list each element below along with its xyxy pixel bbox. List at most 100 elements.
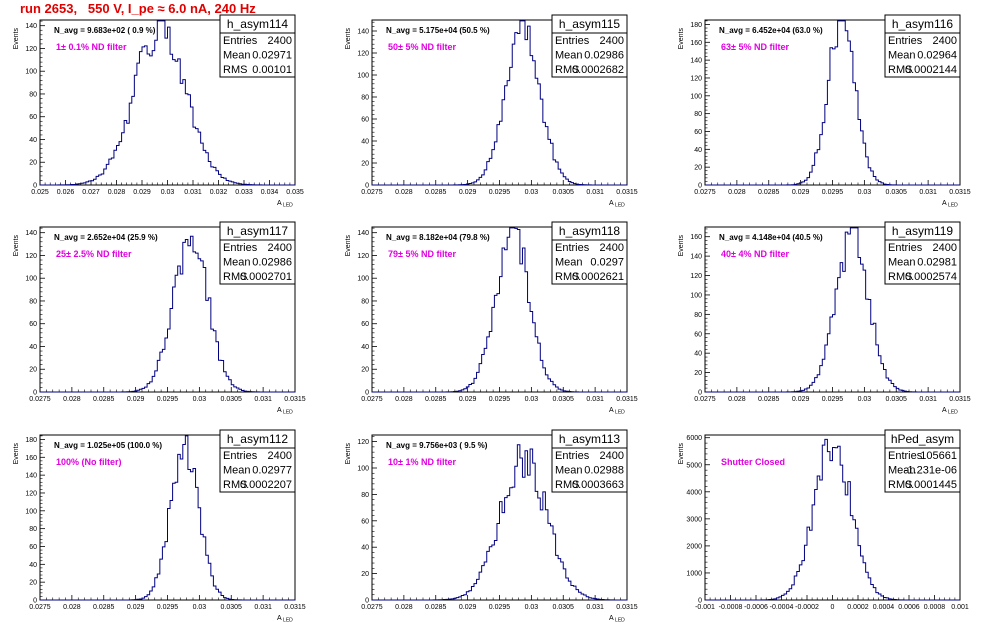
stat-label: RMS bbox=[555, 479, 579, 491]
y-tick-label: 0 bbox=[365, 183, 369, 190]
histogram-curve bbox=[705, 227, 960, 393]
x-tick-label: 0.0305 bbox=[553, 396, 575, 403]
histogram-name: h_asym119 bbox=[892, 224, 953, 238]
x-tick-label: 0.032 bbox=[210, 189, 228, 196]
x-tick-label: 0.0315 bbox=[616, 396, 638, 403]
x-tick-label: 0.031 bbox=[184, 189, 202, 196]
x-tick-label: 0.031 bbox=[586, 396, 604, 403]
y-tick-label: 80 bbox=[29, 298, 37, 305]
x-tick-label: 0.0275 bbox=[361, 396, 383, 403]
stat-value: 0.0002207 bbox=[240, 479, 292, 491]
y-tick-label: 0 bbox=[698, 598, 702, 605]
n-avg-label: N_avg = 9.683e+02 ( 0.9 %) bbox=[54, 26, 156, 35]
stat-label: RMS bbox=[888, 479, 912, 491]
stat-label: RMS bbox=[223, 479, 247, 491]
stat-label: Entries bbox=[555, 242, 590, 254]
x-tick-label: 0.0305 bbox=[886, 189, 908, 196]
stats-box: h_asym119 Entries 2400 Mean 0.02981 RMS0.0002… bbox=[884, 221, 961, 285]
filter-annotation: 63± 5% ND filter bbox=[721, 42, 789, 52]
x-tick-label: -0.0002 bbox=[795, 604, 819, 611]
stat-label: Mean bbox=[888, 465, 916, 477]
y-tick-label: 100 bbox=[25, 508, 37, 515]
histogram-curve bbox=[705, 20, 960, 186]
y-axis-label: Events bbox=[13, 235, 20, 257]
stats-box: h_asym114 Entries 2400 Mean 0.02971 RMS 0.0010… bbox=[219, 14, 296, 78]
y-tick-label: 40 bbox=[694, 147, 702, 154]
x-tick-label: 0.03 bbox=[525, 396, 539, 403]
n-avg-label: N_avg = 5.175e+04 (50.5 %) bbox=[386, 26, 490, 35]
stat-label: Entries bbox=[555, 35, 590, 47]
stat-label: Mean bbox=[555, 465, 583, 477]
y-tick-label: 120 bbox=[357, 253, 369, 260]
histogram-curve bbox=[40, 20, 295, 186]
stat-label: Mean bbox=[888, 50, 916, 62]
y-tick-label: 180 bbox=[25, 437, 37, 444]
histogram-name: h_asym116 bbox=[892, 17, 953, 31]
y-tick-label: 140 bbox=[690, 58, 702, 65]
x-tick-label: 0.029 bbox=[459, 189, 477, 196]
y-tick-label: 20 bbox=[361, 367, 369, 374]
x-tick-label: 0.0315 bbox=[284, 396, 306, 403]
stat-value: 0.02988 bbox=[584, 465, 624, 477]
y-tick-label: 120 bbox=[357, 439, 369, 446]
y-tick-label: 40 bbox=[361, 545, 369, 552]
x-tick-label: 0.0275 bbox=[694, 189, 716, 196]
x-tick-label: 0.0305 bbox=[221, 396, 243, 403]
stat-value: 0.0002621 bbox=[572, 271, 624, 283]
x-axis-label: A LED bbox=[942, 407, 958, 416]
x-tick-label: 0.0275 bbox=[694, 396, 716, 403]
y-tick-label: 20 bbox=[29, 580, 37, 587]
y-tick-label: 3000 bbox=[686, 516, 702, 523]
panel-h_asym118: 0.0275 0.028 0.0285 0.029 0.0295 0.03 0.0305 0.… bbox=[345, 221, 638, 416]
stat-value: 0.02977 bbox=[252, 465, 292, 477]
x-tick-label: 0.0305 bbox=[553, 604, 575, 611]
x-tick-label: 0.0285 bbox=[425, 189, 447, 196]
y-tick-label: 4000 bbox=[686, 489, 702, 496]
stat-label: Mean bbox=[223, 50, 251, 62]
y-tick-label: 160 bbox=[25, 455, 37, 462]
stat-value: 2400 bbox=[933, 242, 957, 254]
histogram-curve bbox=[705, 438, 960, 601]
filter-annotation: Shutter Closed bbox=[721, 457, 785, 467]
x-tick-label: 0.0295 bbox=[822, 396, 844, 403]
histogram-name: h_asym117 bbox=[227, 224, 288, 238]
filter-annotation: 100% (No filter) bbox=[56, 457, 122, 467]
x-tick-label: 0.0295 bbox=[489, 604, 511, 611]
y-tick-label: 60 bbox=[361, 321, 369, 328]
y-axis-label: Events bbox=[678, 28, 685, 50]
stat-value: 0.0003663 bbox=[572, 479, 624, 491]
histogram-curve bbox=[372, 20, 627, 186]
x-tick-label: 0.0295 bbox=[157, 396, 179, 403]
x-tick-label: 0.028 bbox=[395, 604, 413, 611]
histogram-curve bbox=[372, 227, 627, 393]
y-tick-label: 140 bbox=[25, 230, 37, 237]
y-tick-label: 40 bbox=[361, 344, 369, 351]
stats-body-box bbox=[551, 447, 628, 493]
y-tick-label: 180 bbox=[690, 22, 702, 29]
stat-label: Entries bbox=[223, 242, 258, 254]
y-tick-label: 140 bbox=[357, 230, 369, 237]
y-tick-label: 100 bbox=[25, 276, 37, 283]
x-tick-label: 0.0002 bbox=[847, 604, 869, 611]
x-tick-label: 0.0285 bbox=[425, 396, 447, 403]
x-tick-label: 0.026 bbox=[57, 189, 75, 196]
filter-annotation: 25± 2.5% ND filter bbox=[56, 249, 132, 259]
n-avg-label: N_avg = 1.025e+05 (100.0 %) bbox=[54, 441, 162, 450]
page-title: run 2653, 550 V, I_pe ≈ 6.0 nA, 240 Hz bbox=[20, 1, 256, 16]
y-tick-label: 80 bbox=[694, 312, 702, 319]
x-tick-label: 0.0315 bbox=[616, 604, 638, 611]
y-tick-label: 140 bbox=[25, 473, 37, 480]
x-tick-label: 0.031 bbox=[254, 396, 272, 403]
x-tick-label: 0.0295 bbox=[822, 189, 844, 196]
stat-value: 2400 bbox=[933, 35, 957, 47]
x-tick-label: 0.0295 bbox=[489, 189, 511, 196]
y-tick-label: 20 bbox=[361, 571, 369, 578]
y-tick-label: 0 bbox=[698, 183, 702, 190]
x-axis-label: A LED bbox=[609, 200, 625, 209]
y-tick-label: 1000 bbox=[686, 570, 702, 577]
y-tick-label: 20 bbox=[29, 160, 37, 167]
x-tick-label: 0.028 bbox=[108, 189, 126, 196]
y-tick-label: 80 bbox=[29, 91, 37, 98]
x-tick-label: 0.031 bbox=[919, 189, 937, 196]
x-tick-label: 0.0305 bbox=[221, 604, 243, 611]
